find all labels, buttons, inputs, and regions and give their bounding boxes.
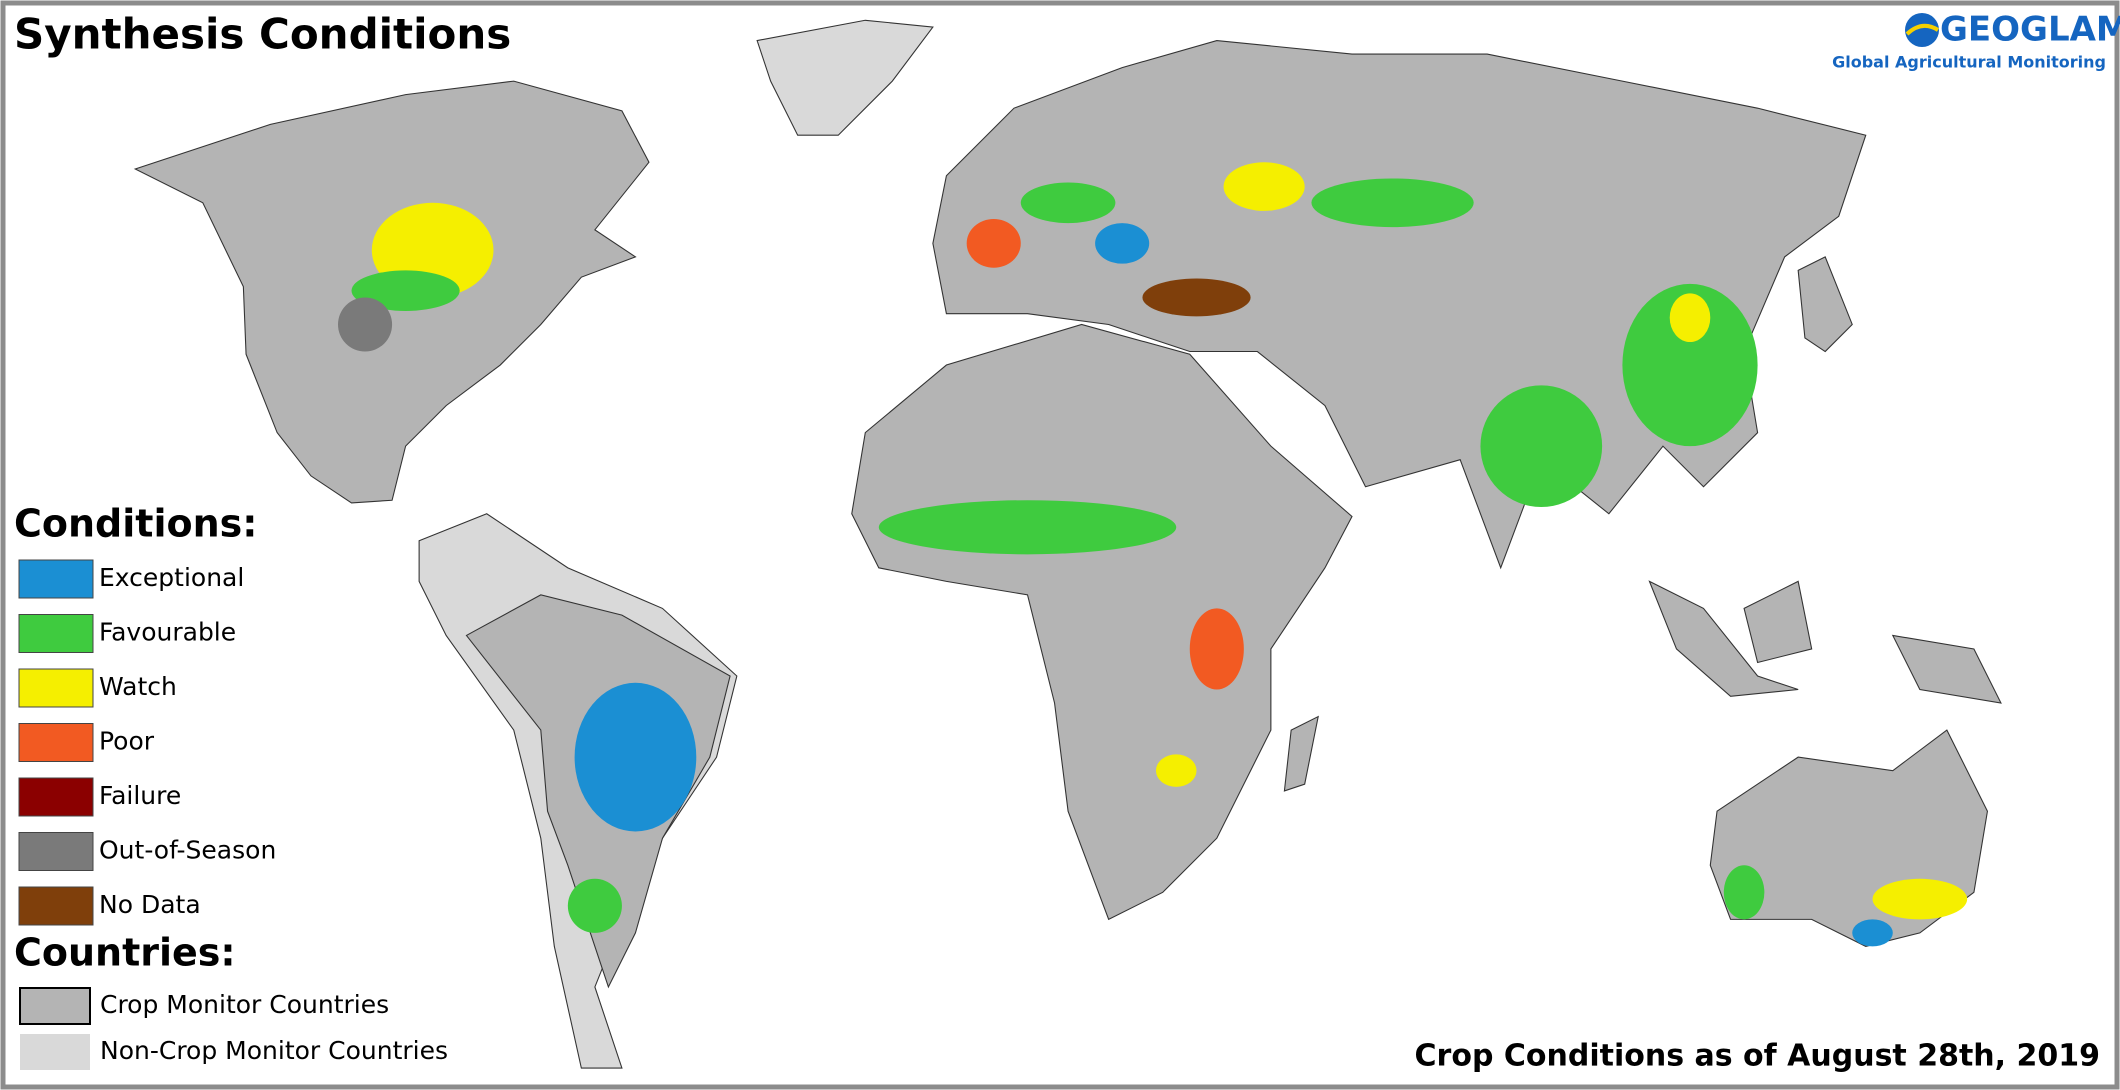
area-favourable bbox=[1311, 178, 1474, 228]
legend-label: Exceptional bbox=[99, 563, 244, 592]
logo-globe bbox=[1905, 13, 1939, 47]
area-no-data bbox=[1142, 278, 1251, 317]
legend-label: Crop Monitor Countries bbox=[100, 990, 389, 1019]
africa bbox=[851, 323, 1353, 921]
eurasia bbox=[932, 40, 1867, 570]
area-favourable bbox=[351, 270, 460, 311]
borneo bbox=[1743, 580, 1813, 664]
area-watch bbox=[1155, 754, 1197, 787]
legend-label: Out-of-Season bbox=[99, 836, 276, 865]
legend-label: Watch bbox=[99, 672, 177, 701]
japan bbox=[1797, 256, 1853, 353]
area-exceptional bbox=[1852, 919, 1893, 947]
legend-label: Failure bbox=[99, 781, 181, 810]
condition-areas bbox=[338, 162, 1968, 947]
area-watch bbox=[1669, 293, 1711, 343]
logo-tagline: Global Agricultural Monitoring bbox=[1832, 53, 2106, 72]
area-out-of-season bbox=[338, 297, 393, 352]
legend-swatch bbox=[19, 987, 91, 1025]
area-favourable bbox=[1622, 283, 1758, 447]
legend-swatch bbox=[20, 1034, 90, 1070]
legend-heading: Conditions: bbox=[14, 502, 257, 546]
legend-swatch bbox=[18, 886, 94, 926]
area-exceptional bbox=[1095, 223, 1150, 264]
legend-swatch bbox=[18, 559, 94, 599]
legend-swatch bbox=[18, 614, 94, 653]
sumatra-java bbox=[1648, 580, 1799, 697]
new-guinea bbox=[1891, 634, 2002, 704]
legend-label: Poor bbox=[99, 727, 155, 756]
logo-name: GEOGLAM bbox=[1940, 10, 2120, 50]
madagascar bbox=[1283, 715, 1319, 792]
area-favourable bbox=[1480, 385, 1603, 507]
greenland bbox=[756, 19, 934, 136]
area-favourable bbox=[1723, 865, 1765, 920]
area-favourable bbox=[1020, 182, 1116, 224]
map-title: Synthesis Conditions bbox=[14, 10, 511, 59]
legend-label: Favourable bbox=[99, 618, 236, 647]
area-poor bbox=[966, 219, 1021, 268]
legend-label: No Data bbox=[99, 890, 201, 919]
legend-heading: Countries: bbox=[14, 931, 236, 975]
logo-swoosh bbox=[1905, 23, 1940, 36]
area-watch bbox=[1872, 878, 1968, 920]
date-caption: Crop Conditions as of August 28th, 2019 bbox=[1415, 1039, 2100, 1074]
area-watch bbox=[1223, 162, 1305, 211]
area-favourable bbox=[567, 878, 622, 933]
legend-swatch bbox=[18, 777, 94, 817]
area-exceptional bbox=[574, 682, 697, 832]
world-map bbox=[133, 19, 2002, 1069]
legend-swatch bbox=[18, 832, 94, 871]
area-poor bbox=[1189, 608, 1244, 690]
area-favourable bbox=[878, 500, 1177, 555]
legend-label: Non-Crop Monitor Countries bbox=[100, 1036, 448, 1065]
legend-swatch bbox=[18, 668, 94, 708]
legend-swatch bbox=[18, 723, 94, 762]
